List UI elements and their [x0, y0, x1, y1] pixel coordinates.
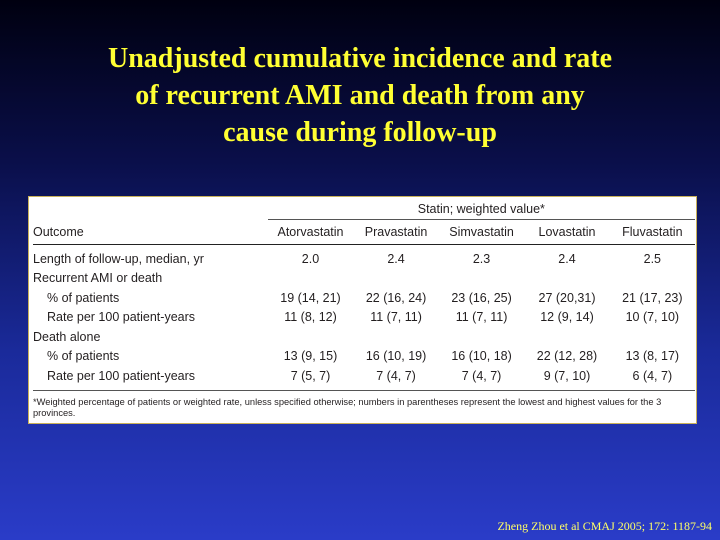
table-cell: 2.3	[472, 251, 491, 266]
table-cell: 22 (12, 28)	[536, 349, 598, 364]
table-row: % of patients 13 (9, 15) 16 (10, 19) 16 …	[33, 347, 695, 367]
table-cell: 19 (14, 21)	[280, 290, 341, 305]
table-cell: 6 (4, 7)	[632, 368, 673, 383]
table-cell: 7 (4, 7)	[461, 368, 502, 383]
table-cell: 12 (9, 14)	[540, 310, 594, 325]
table-row: Rate per 100 patient-years 11 (8, 12) 11…	[33, 308, 695, 328]
title-line-2: of recurrent AMI and death from any	[135, 80, 585, 111]
row-label: % of patients	[47, 349, 120, 364]
table-cell: 11 (8, 12)	[284, 310, 337, 325]
title-line-1: Unadjusted cumulative incidence and rate	[108, 43, 612, 74]
column-spanner: Statin; weighted value*	[267, 199, 695, 220]
column-header-simvastatin: Simvastatin	[438, 219, 525, 245]
column-header-atorvastatin: Atorvastatin	[267, 219, 354, 245]
table-cell: 2.5	[643, 251, 662, 266]
row-group-label: Death alone	[33, 329, 101, 344]
table-cell: 16 (10, 19)	[365, 349, 427, 364]
column-header-lovastatin: Lovastatin	[524, 219, 610, 245]
results-table-panel: Statin; weighted value* Outcome Atorvast…	[28, 196, 697, 424]
table-row: Rate per 100 patient-years 7 (5, 7) 7 (4…	[33, 366, 695, 386]
row-label: Rate per 100 patient-years	[47, 368, 196, 383]
results-table: Statin; weighted value* Outcome Atorvast…	[33, 199, 695, 391]
table-footnote: *Weighted percentage of patients or weig…	[33, 397, 662, 418]
outcome-header: Outcome	[33, 219, 268, 245]
table-cell: 10 (7, 10)	[625, 310, 680, 325]
row-group-label: Recurrent AMI or death	[33, 271, 163, 286]
table-cell: 13 (8, 17)	[625, 349, 680, 364]
row-label: Rate per 100 patient-years	[47, 310, 196, 325]
table-row: Recurrent AMI or death	[33, 269, 695, 289]
table-cell: 11 (7, 11)	[455, 310, 508, 325]
column-header-fluvastatin: Fluvastatin	[609, 219, 695, 245]
table-cell: 22 (16, 24)	[365, 290, 427, 305]
table-row: % of patients 19 (14, 21) 22 (16, 24) 23…	[33, 288, 695, 308]
table-cell: 11 (7, 11)	[370, 310, 422, 325]
table-row: Death alone	[33, 327, 695, 347]
table-cell: 7 (5, 7)	[290, 368, 331, 383]
row-label: Length of follow-up, median, yr	[33, 251, 204, 266]
table-cell: 9 (7, 10)	[543, 368, 591, 383]
table-cell: 27 (20,31)	[538, 290, 596, 305]
row-label: % of patients	[47, 290, 120, 305]
table-row: Length of follow-up, median, yr 2.0 2.4 …	[33, 249, 695, 269]
title-line-3: cause during follow-up	[223, 117, 497, 148]
table-cell: 23 (16, 25)	[451, 290, 512, 305]
table-cell: 16 (10, 18)	[451, 349, 512, 364]
table-cell: 21 (17, 23)	[622, 290, 683, 305]
citation: Zheng Zhou et al CMAJ 2005; 172: 1187-94	[497, 519, 712, 533]
table-cell: 7 (4, 7)	[376, 368, 416, 383]
table-cell: 2.4	[558, 251, 576, 266]
slide-title: Unadjusted cumulative incidence and rate…	[20, 40, 700, 151]
table-cell: 2.4	[387, 251, 405, 266]
table-cell: 2.0	[301, 251, 320, 266]
column-header-pravastatin: Pravastatin	[353, 219, 439, 245]
table-cell: 13 (9, 15)	[283, 349, 338, 364]
